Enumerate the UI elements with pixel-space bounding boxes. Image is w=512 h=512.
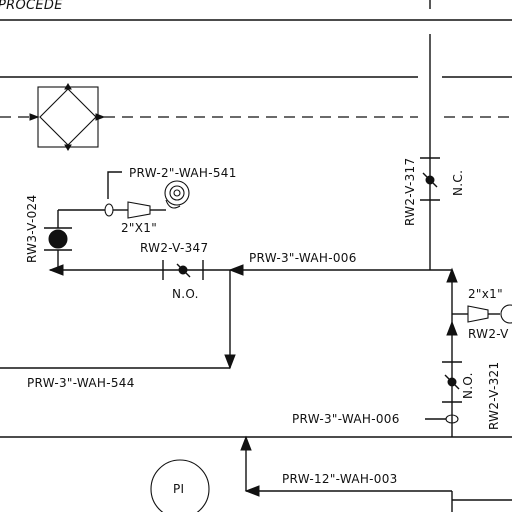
line-wah-544-branch: PRW-3"-WAH-544: [0, 270, 236, 390]
right-reducer-branch: 2"x1" RW2-V: [452, 287, 512, 341]
reducer-label-left: 2"X1": [121, 221, 157, 235]
main-header-line: PRW-12"-WAH-003: [0, 435, 512, 512]
pi-label: PI: [173, 482, 184, 496]
reducer-icon-right: [467, 305, 489, 323]
right-process-line: [430, 267, 458, 437]
valve-rw2-v-317[interactable]: RW2-V-317 N.C.: [403, 157, 465, 226]
valve-tag-rw2-v-321: RW2-V-321: [487, 362, 501, 430]
line-label-wah-003: PRW-12"-WAH-003: [282, 472, 398, 486]
title-block-label: PROCEDE: [0, 0, 63, 13]
valve-rw2-v-321[interactable]: N.O. RW2-V-321: [442, 361, 501, 430]
line-wah-006-bottom: PRW-3"-WAH-006: [292, 412, 459, 426]
valve-state-rw2-v-321: N.O.: [461, 372, 475, 399]
valve-tag-rw3-v-024: RW3-V-024: [25, 195, 39, 263]
valve-state-rw2-v-347: N.O.: [172, 287, 199, 301]
valve-tag-rw2-v-347: RW2-V-347: [140, 241, 208, 255]
line-label-wah-006-bottom: PRW-3"-WAH-006: [292, 412, 400, 426]
line-label-wah-541: PRW-2"-WAH-541: [129, 166, 237, 180]
title-block: PROCEDE: [0, 0, 512, 21]
line-label-wah-006-top: PRW-3"-WAH-006: [249, 251, 357, 265]
pressure-indicator-pi[interactable]: PI: [150, 459, 210, 512]
line-wah-006-top: PRW-3"-WAH-006: [48, 251, 430, 276]
reducer-label-right: 2"x1": [468, 287, 503, 301]
reducer-icon: [127, 201, 151, 219]
hose-coil-icon: [164, 180, 190, 209]
line-label-wah-544: PRW-3"-WAH-544: [27, 376, 135, 390]
valve-rw3-v-024[interactable]: RW3-V-024: [25, 195, 72, 270]
valve-state-rw2-v-317: N.C.: [451, 170, 465, 196]
valve-rw2-v-347[interactable]: RW2-V-347 N.O.: [140, 241, 208, 301]
diamond-instrument-box: [29, 83, 106, 151]
valve-tag-rw2-v-317: RW2-V-317: [403, 158, 417, 226]
line-wah-541-branch: PRW-2"-WAH-541 2"X1": [57, 166, 237, 235]
valve-tag-rw2-v-partial: RW2-V: [468, 327, 509, 341]
